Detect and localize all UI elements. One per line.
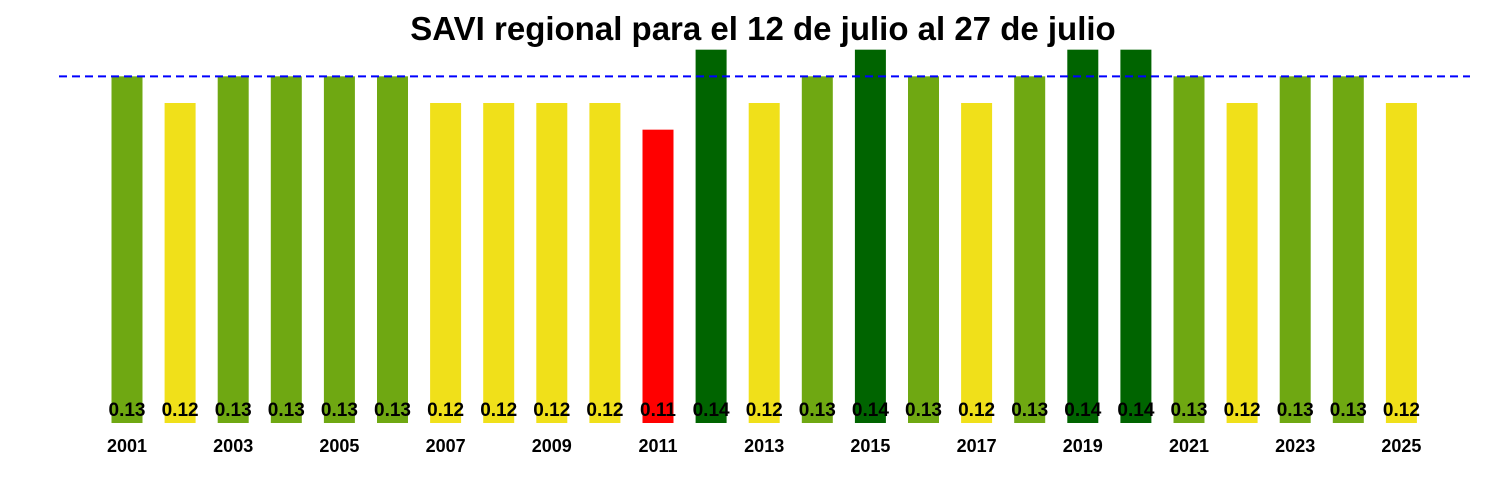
value-label-2020: 0.14 — [1117, 400, 1154, 421]
bar-2010 — [589, 103, 621, 423]
bar-2014 — [801, 76, 833, 423]
bar-2019 — [1067, 49, 1099, 424]
x-tick-label-2011: 2011 — [638, 436, 677, 456]
value-label-2022: 0.12 — [1224, 400, 1261, 421]
bar-2007 — [430, 103, 462, 423]
value-label-2010: 0.12 — [586, 400, 623, 421]
bar-2013 — [748, 103, 780, 423]
value-label-2016: 0.13 — [905, 400, 942, 421]
bar-2018 — [1014, 76, 1046, 423]
value-label-2021: 0.13 — [1171, 400, 1208, 421]
bar-2005 — [323, 76, 355, 423]
value-label-2019: 0.14 — [1064, 400, 1101, 421]
bar-2022 — [1226, 103, 1258, 423]
value-label-2017: 0.12 — [958, 400, 995, 421]
x-tick-label-2021: 2021 — [1169, 436, 1209, 456]
x-tick-label-2005: 2005 — [319, 436, 359, 456]
value-label-2007: 0.12 — [427, 400, 464, 421]
bar-2020 — [1120, 49, 1152, 424]
value-label-2002: 0.12 — [162, 400, 199, 421]
value-label-2015: 0.14 — [852, 400, 889, 421]
bar-2024 — [1332, 76, 1364, 423]
x-tick-label-2001: 2001 — [107, 436, 147, 456]
bar-2002 — [164, 103, 196, 423]
x-tick-label-2007: 2007 — [426, 436, 466, 456]
x-tick-label-2015: 2015 — [850, 436, 890, 456]
value-label-2011: 0.11 — [640, 400, 676, 421]
bar-2001 — [111, 76, 143, 423]
bar-2004 — [270, 76, 302, 423]
bar-2016 — [908, 76, 939, 423]
bar-2009 — [536, 103, 568, 423]
bar-2025 — [1385, 103, 1417, 423]
value-label-2001: 0.13 — [109, 400, 146, 421]
value-label-2013: 0.12 — [746, 400, 783, 421]
chart-title: SAVI regional para el 12 de julio al 27 … — [410, 10, 1116, 47]
bar-2017 — [961, 103, 993, 423]
value-label-2006: 0.13 — [374, 400, 411, 421]
value-label-2003: 0.13 — [215, 400, 252, 421]
value-label-2018: 0.13 — [1011, 400, 1048, 421]
bar-2012 — [695, 49, 727, 424]
x-tick-label-2003: 2003 — [213, 436, 253, 456]
bar-2015 — [854, 49, 886, 424]
x-tick-label-2019: 2019 — [1063, 436, 1103, 456]
value-label-2009: 0.12 — [533, 400, 570, 421]
value-label-2005: 0.13 — [321, 400, 358, 421]
x-tick-label-2017: 2017 — [957, 436, 997, 456]
value-label-2025: 0.12 — [1383, 400, 1420, 421]
x-tick-label-2023: 2023 — [1275, 436, 1315, 456]
value-label-2012: 0.14 — [693, 400, 730, 421]
value-label-2023: 0.13 — [1277, 400, 1314, 421]
x-tick-label-2013: 2013 — [744, 436, 784, 456]
value-label-2014: 0.13 — [799, 400, 836, 421]
bar-2008 — [483, 103, 515, 423]
bar-2023 — [1279, 76, 1311, 423]
value-label-2008: 0.12 — [480, 400, 517, 421]
bar-2003 — [217, 76, 249, 423]
bar-2021 — [1173, 76, 1205, 423]
x-tick-label-2009: 2009 — [532, 436, 572, 456]
bar-2011 — [642, 129, 674, 423]
value-label-2004: 0.13 — [268, 400, 305, 421]
value-label-2024: 0.13 — [1330, 400, 1367, 421]
x-tick-label-2025: 2025 — [1381, 436, 1421, 456]
bar-2006 — [377, 76, 408, 423]
